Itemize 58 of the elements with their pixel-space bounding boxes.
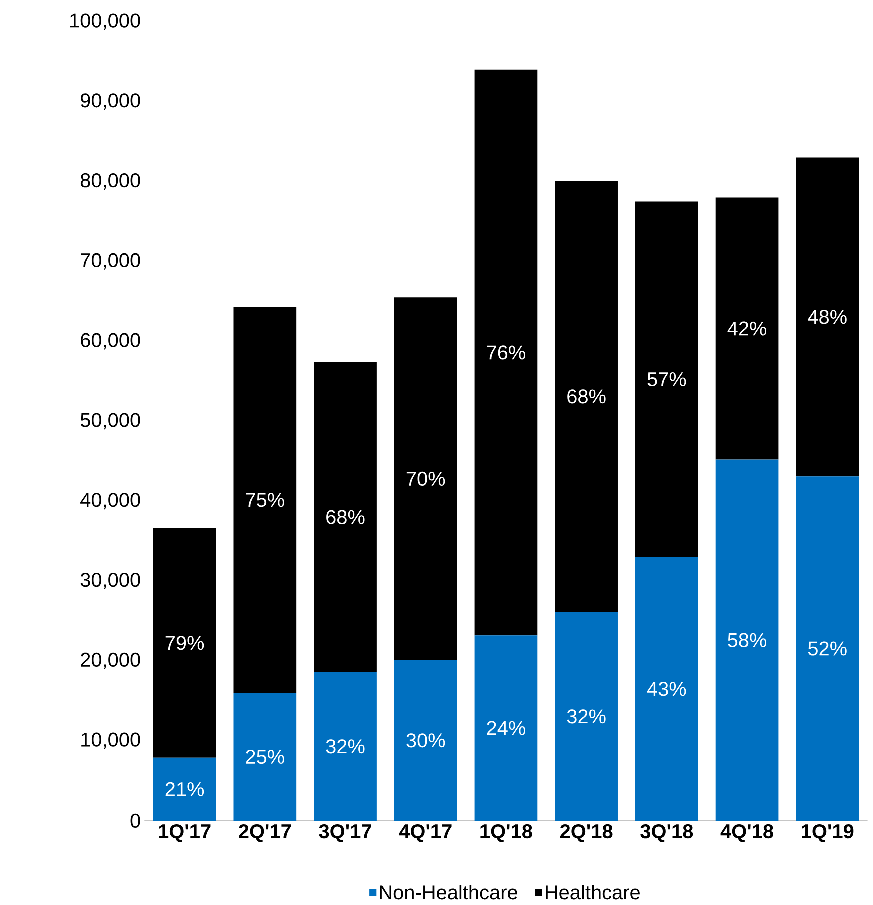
bar	[474, 636, 538, 821]
x-tick-label: 2Q'18	[560, 824, 613, 842]
annotation: 43%	[648, 682, 686, 696]
legend-label: Healthcare	[546, 885, 640, 900]
y-tick-label: 90,000	[81, 94, 140, 110]
bar	[394, 298, 458, 660]
x-tick-label: 2Q'17	[239, 824, 292, 842]
bar	[636, 557, 698, 821]
annotation: 32%	[567, 710, 606, 724]
x-tick-label: 4Q'17	[399, 824, 452, 842]
bar	[474, 70, 538, 636]
x-tick-label: 1Q'19	[802, 824, 854, 842]
bar	[153, 528, 216, 758]
bar	[796, 476, 860, 821]
x-tick-label: 3Q'18	[640, 824, 694, 842]
x-tick-label: 3Q'17	[319, 824, 372, 842]
bar	[636, 202, 698, 558]
y-tick-label: 20,000	[81, 652, 140, 670]
annotation: 30%	[406, 734, 446, 748]
bar	[555, 612, 618, 821]
x-tick-label: 4Q'18	[720, 824, 774, 842]
annotation: 70%	[407, 472, 446, 486]
bar	[314, 672, 378, 821]
y-tick-label: 60,000	[81, 333, 140, 350]
bar	[234, 307, 297, 694]
bar	[314, 362, 378, 672]
annotation: 24%	[487, 721, 526, 736]
annotation: 32%	[326, 740, 365, 754]
annotation: 48%	[808, 310, 847, 324]
annotation: 68%	[326, 510, 365, 524]
y-tick-label: 10,000	[82, 732, 140, 750]
legend-label: Non-Healthcare	[380, 885, 518, 900]
bar	[394, 660, 458, 821]
bar	[796, 158, 860, 477]
y-tick-label: 70,000	[81, 253, 140, 270]
annotation: 57%	[648, 372, 686, 387]
x-tick-label: 1Q'18	[480, 824, 532, 842]
annotation: 42%	[728, 322, 767, 336]
bar	[555, 180, 618, 612]
annotation: 21%	[166, 782, 204, 796]
annotation: 25%	[246, 750, 284, 764]
x-tick-label: 1Q'17	[159, 824, 211, 842]
y-tick-label: 80,000	[81, 174, 140, 190]
annotation: 79%	[166, 636, 204, 650]
y-tick-label: 50,000	[80, 413, 140, 430]
bar	[153, 758, 216, 821]
y-tick-label: 30,000	[80, 573, 140, 590]
y-tick-label: 40,000	[80, 493, 140, 510]
annotation: 52%	[808, 642, 847, 656]
annotation: 76%	[487, 346, 526, 360]
y-tick-label: 0	[130, 814, 140, 828]
annotation: 58%	[728, 633, 767, 648]
annotation: 68%	[568, 390, 606, 404]
bar	[716, 198, 779, 460]
y-tick-label: 100,000	[70, 14, 140, 30]
bar	[234, 693, 297, 821]
annotation: 75%	[246, 493, 284, 508]
bar	[716, 460, 779, 821]
